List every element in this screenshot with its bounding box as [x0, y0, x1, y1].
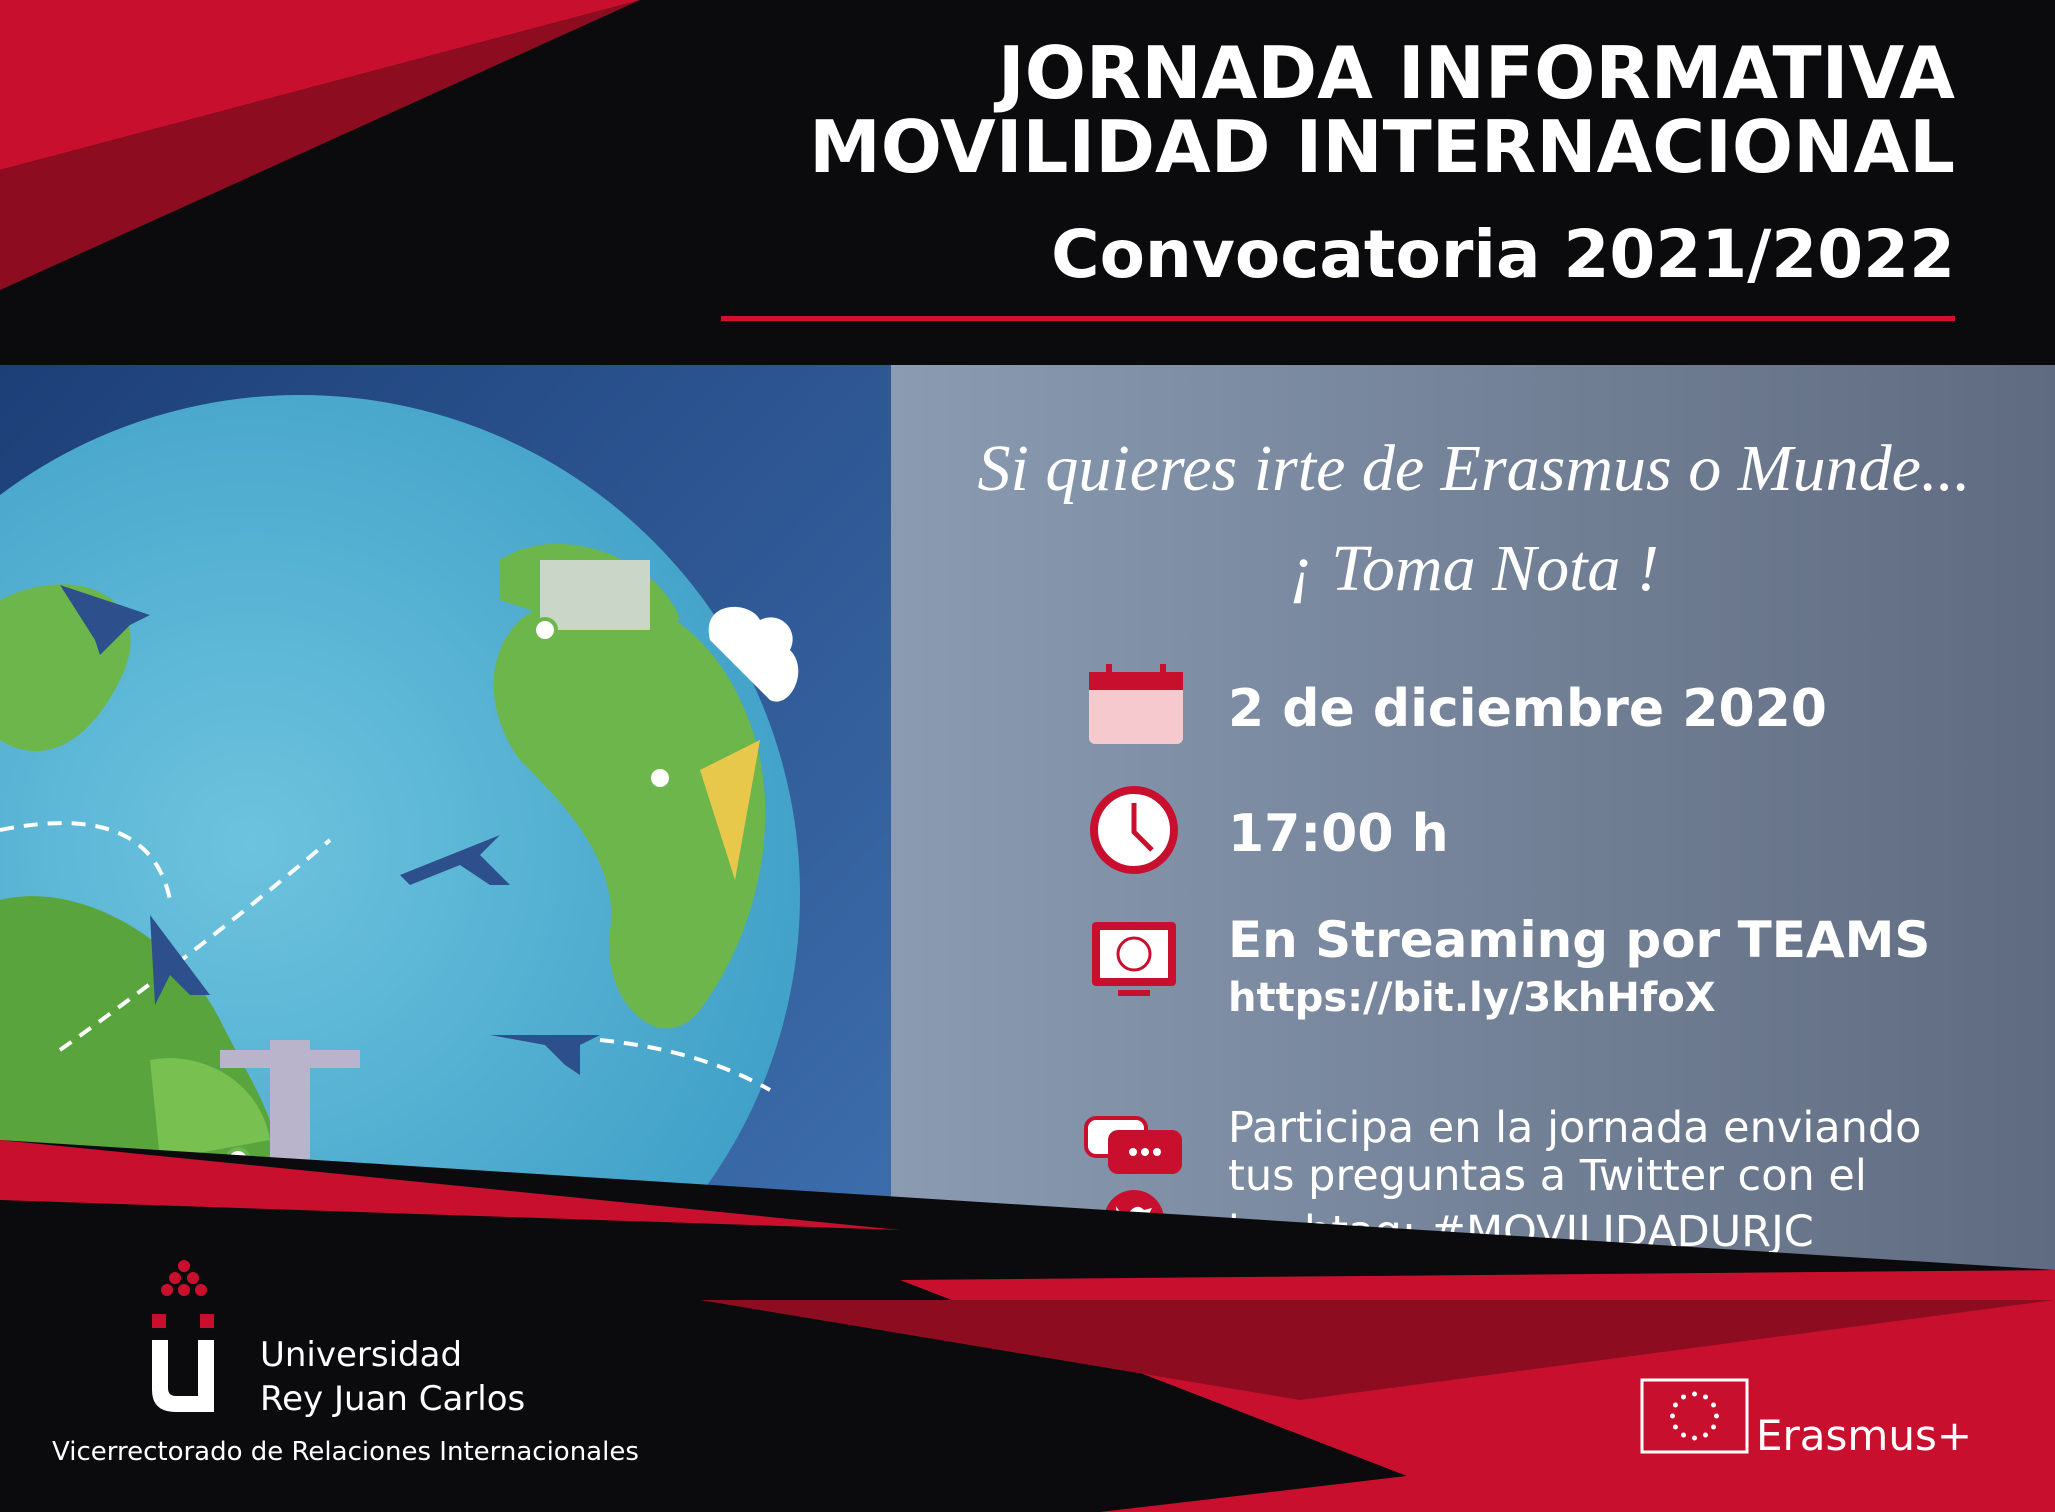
university-line: Universidad: [260, 1335, 462, 1375]
participate-line: tus preguntas a Twitter con el: [1228, 1151, 1867, 1201]
subtitle: Convocatoria 2021/2022: [1051, 216, 1955, 293]
flag-star: [1711, 1424, 1717, 1430]
flag-star: [1672, 1402, 1678, 1408]
participate-line: Participa en la jornada enviando: [1228, 1103, 1921, 1153]
flag-star: [1670, 1413, 1675, 1419]
intro-line: Si quieres irte de Erasmus o Munde...: [978, 432, 1971, 505]
red-shape: [0, 0, 640, 290]
streaming: En Streaming por TEAMS: [1228, 911, 1930, 969]
red-shape: [700, 1300, 2055, 1400]
flag-star: [1703, 1432, 1708, 1438]
department: Vicerrectorado de Relaciones Internacion…: [52, 1437, 639, 1467]
flag-star: [1681, 1432, 1686, 1438]
eu-flag: [1640, 1378, 1749, 1454]
time: 17:00 h: [1228, 804, 1449, 864]
red-shape: [1100, 1400, 2055, 1512]
urjc-logo: [152, 1260, 214, 1412]
chat-icon: [1084, 1116, 1182, 1174]
flag-star: [1672, 1424, 1678, 1430]
clock-icon: [1090, 786, 1178, 874]
monitor-icon: [1092, 922, 1176, 996]
title-line: JORNADA INFORMATIVA: [993, 31, 1955, 115]
calendar-icon: [1089, 664, 1183, 744]
rule: [721, 316, 1955, 321]
link: https://bit.ly/3khHfoX: [1228, 975, 1716, 1021]
flag-star: [1703, 1394, 1708, 1400]
flag-star: [1714, 1413, 1719, 1419]
date: 2 de diciembre 2020: [1228, 679, 1827, 739]
red-shape: [0, 1140, 900, 1230]
title-line: MOVILIDAD INTERNACIONAL: [809, 105, 1955, 189]
flag-star: [1711, 1402, 1717, 1408]
university-line: Rey Juan Carlos: [260, 1379, 525, 1419]
flag-star: [1681, 1394, 1686, 1400]
erasmus-label: Erasmus+: [1756, 1411, 1972, 1460]
flag-star: [1692, 1435, 1697, 1441]
flag-star: [1692, 1391, 1697, 1397]
intro-line: ¡ Toma Nota !: [1289, 532, 1659, 605]
